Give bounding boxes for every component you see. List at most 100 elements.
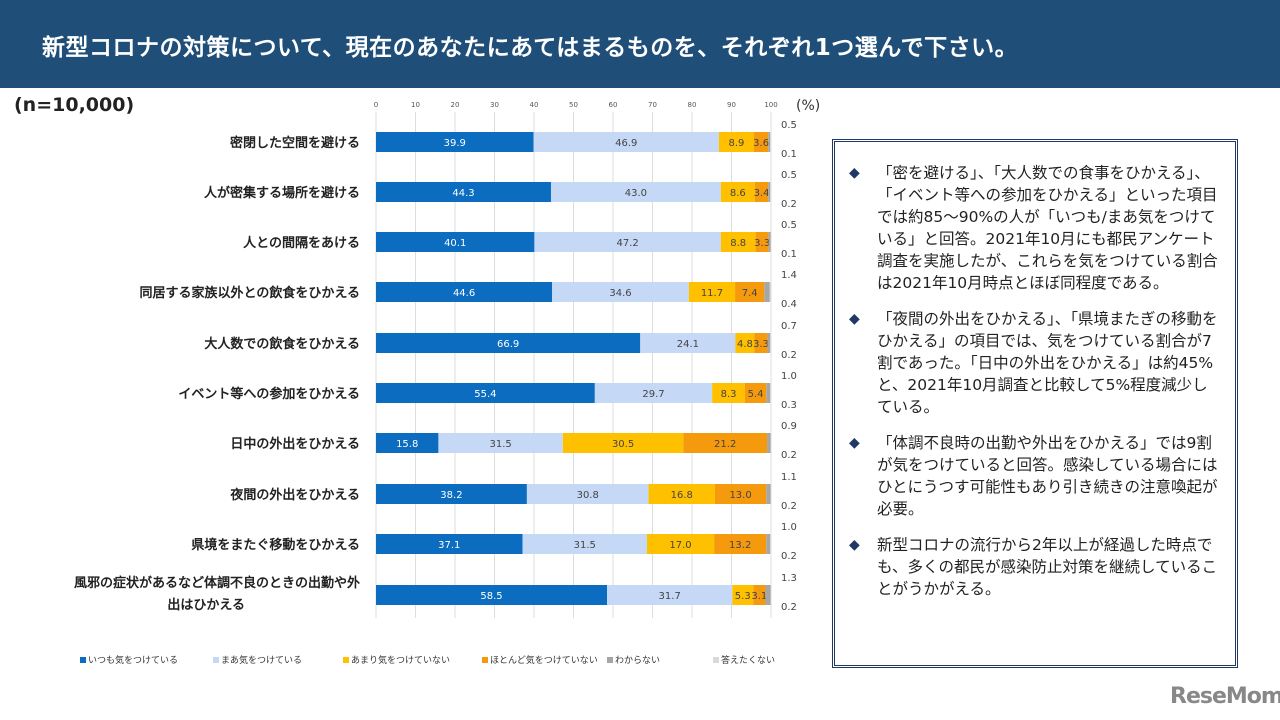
- data-label: 0.5: [781, 170, 797, 181]
- bar-segment: [376, 132, 534, 152]
- x-tick-label: 70: [648, 101, 657, 109]
- bar-segment: [770, 383, 772, 403]
- data-label: 24.1: [677, 339, 699, 350]
- note-item: ◆ 「密を避ける」、「大人数での食事をひかえる」、「イベント等への参加をひかえる」…: [849, 162, 1221, 294]
- x-tick-label: 50: [569, 101, 578, 109]
- data-label: 1.4: [781, 270, 797, 281]
- data-label: 0.4: [781, 299, 797, 310]
- bar-segment: [376, 383, 595, 403]
- bar-segment: [438, 433, 563, 453]
- bar-segment: [376, 433, 439, 453]
- data-label: 0.2: [781, 199, 797, 210]
- data-label: 1.0: [781, 371, 797, 382]
- data-label: 3.3: [753, 339, 769, 350]
- data-label: 0.1: [781, 249, 797, 260]
- bar-segment: [754, 333, 768, 353]
- bar-segment: [683, 433, 768, 453]
- legend-swatch: [80, 657, 86, 663]
- data-label: 55.4: [474, 389, 496, 400]
- bar-segment: [720, 232, 756, 252]
- bar-segment: [769, 282, 772, 302]
- data-label: 8.6: [730, 188, 746, 199]
- bar-segment: [688, 282, 736, 302]
- data-label: 46.9: [615, 138, 637, 149]
- bar-segment: [648, 484, 715, 504]
- data-label: 3.4: [754, 188, 770, 199]
- x-tick-label: 90: [727, 101, 736, 109]
- bar-segment: [562, 433, 684, 453]
- bar-segment: [720, 182, 755, 202]
- bar-segment: [768, 232, 771, 252]
- data-label: 8.8: [730, 238, 746, 249]
- category-label: 出はひかえる: [167, 597, 245, 613]
- bar-segment: [770, 333, 771, 353]
- bar-segment: [754, 132, 769, 152]
- bar-segment: [526, 484, 649, 504]
- note-item: ◆ 「夜間の外出をひかえる」、「県境またぎの移動をひかえる」の項目では、気をつけて…: [849, 308, 1221, 418]
- sample-size: (n=10,000): [14, 94, 135, 116]
- bar-segment: [768, 182, 771, 202]
- category-label: 日中の外出をひかえる: [230, 436, 360, 452]
- data-label: 1.0: [781, 522, 797, 533]
- data-label: 30.5: [612, 439, 634, 450]
- data-label: 40.1: [444, 238, 466, 249]
- bar-segment: [646, 534, 715, 554]
- data-label: 44.6: [453, 288, 475, 299]
- bar-segment: [770, 433, 772, 453]
- bar-segment: [552, 282, 689, 302]
- data-label: 13.2: [729, 540, 751, 551]
- bar-segment: [714, 484, 767, 504]
- bar-segment: [376, 333, 641, 353]
- note-item: ◆ 新型コロナの流行から2年以上が経過した時点でも、多くの都民が感染防止対策を継続…: [849, 534, 1221, 600]
- data-label: 5.4: [748, 389, 764, 400]
- data-label: 0.2: [781, 501, 797, 512]
- bar-segment: [770, 182, 771, 202]
- bar-segment: [767, 433, 771, 453]
- stacked-bar-chart: 0 10 20 30 40 50 60 70 80 90 100 (%) 密閉した空間を避ける 39.9 4…: [74, 98, 820, 666]
- legend-swatch: [213, 657, 219, 663]
- bar-segment: [766, 534, 771, 554]
- note-text: 新型コロナの流行から2年以上が経過した時点でも、多くの都民が感染防止対策を継続し…: [877, 536, 1218, 598]
- data-label: 0.2: [781, 450, 797, 461]
- data-label: 37.1: [438, 540, 460, 551]
- x-tick-label: 0: [374, 101, 378, 109]
- category-label: 人が密集する場所を避ける: [204, 185, 360, 201]
- data-label: 31.5: [574, 540, 596, 551]
- bar-segment: [534, 232, 721, 252]
- data-label: 3.3: [754, 238, 770, 249]
- diamond-bullet-icon: ◆: [849, 537, 860, 553]
- legend-swatch: [713, 657, 719, 663]
- category-label: 県境をまたぐ移動をひかえる: [191, 537, 360, 553]
- bar-segment: [770, 585, 772, 605]
- bar-segment: [770, 484, 772, 504]
- legend-swatch: [607, 657, 613, 663]
- bar-segment: [640, 333, 736, 353]
- legend-label: 答えたくない: [721, 654, 775, 666]
- bar-segment: [732, 585, 754, 605]
- data-label: 43.0: [625, 188, 647, 199]
- data-label: 5.3: [735, 591, 751, 602]
- bar-segment: [522, 534, 647, 554]
- diamond-bullet-icon: ◆: [849, 435, 860, 451]
- bar-segment: [376, 585, 608, 605]
- data-label: 0.1: [781, 149, 797, 160]
- data-label: 44.3: [452, 188, 474, 199]
- data-label: 29.7: [642, 389, 664, 400]
- bar-segment: [767, 333, 771, 353]
- legend-label: あまり気をつけていない: [351, 654, 450, 666]
- diamond-bullet-icon: ◆: [849, 311, 860, 327]
- data-label: 0.2: [781, 551, 797, 562]
- bar-segment: [533, 132, 719, 152]
- note-item: ◆ 「体調不良時の出勤や外出をひかえる」では9割が気をつけていると回答。感染してい…: [849, 432, 1221, 520]
- x-tick-label: 100: [764, 101, 777, 109]
- data-label: 7.4: [742, 288, 758, 299]
- bar-segment: [594, 383, 713, 403]
- legend-swatch: [482, 657, 488, 663]
- bar-segment: [753, 585, 766, 605]
- data-label: 47.2: [616, 238, 638, 249]
- note-text: 「体調不良時の出勤や外出をひかえる」では9割が気をつけていると回答。感染している…: [877, 434, 1218, 518]
- note-text: 「夜間の外出をひかえる」、「県境またぎの移動をひかえる」の項目では、気をつけてい…: [877, 310, 1218, 416]
- bar-segment: [376, 232, 535, 252]
- bar-segment: [770, 534, 771, 554]
- data-label: 1.1: [781, 472, 797, 483]
